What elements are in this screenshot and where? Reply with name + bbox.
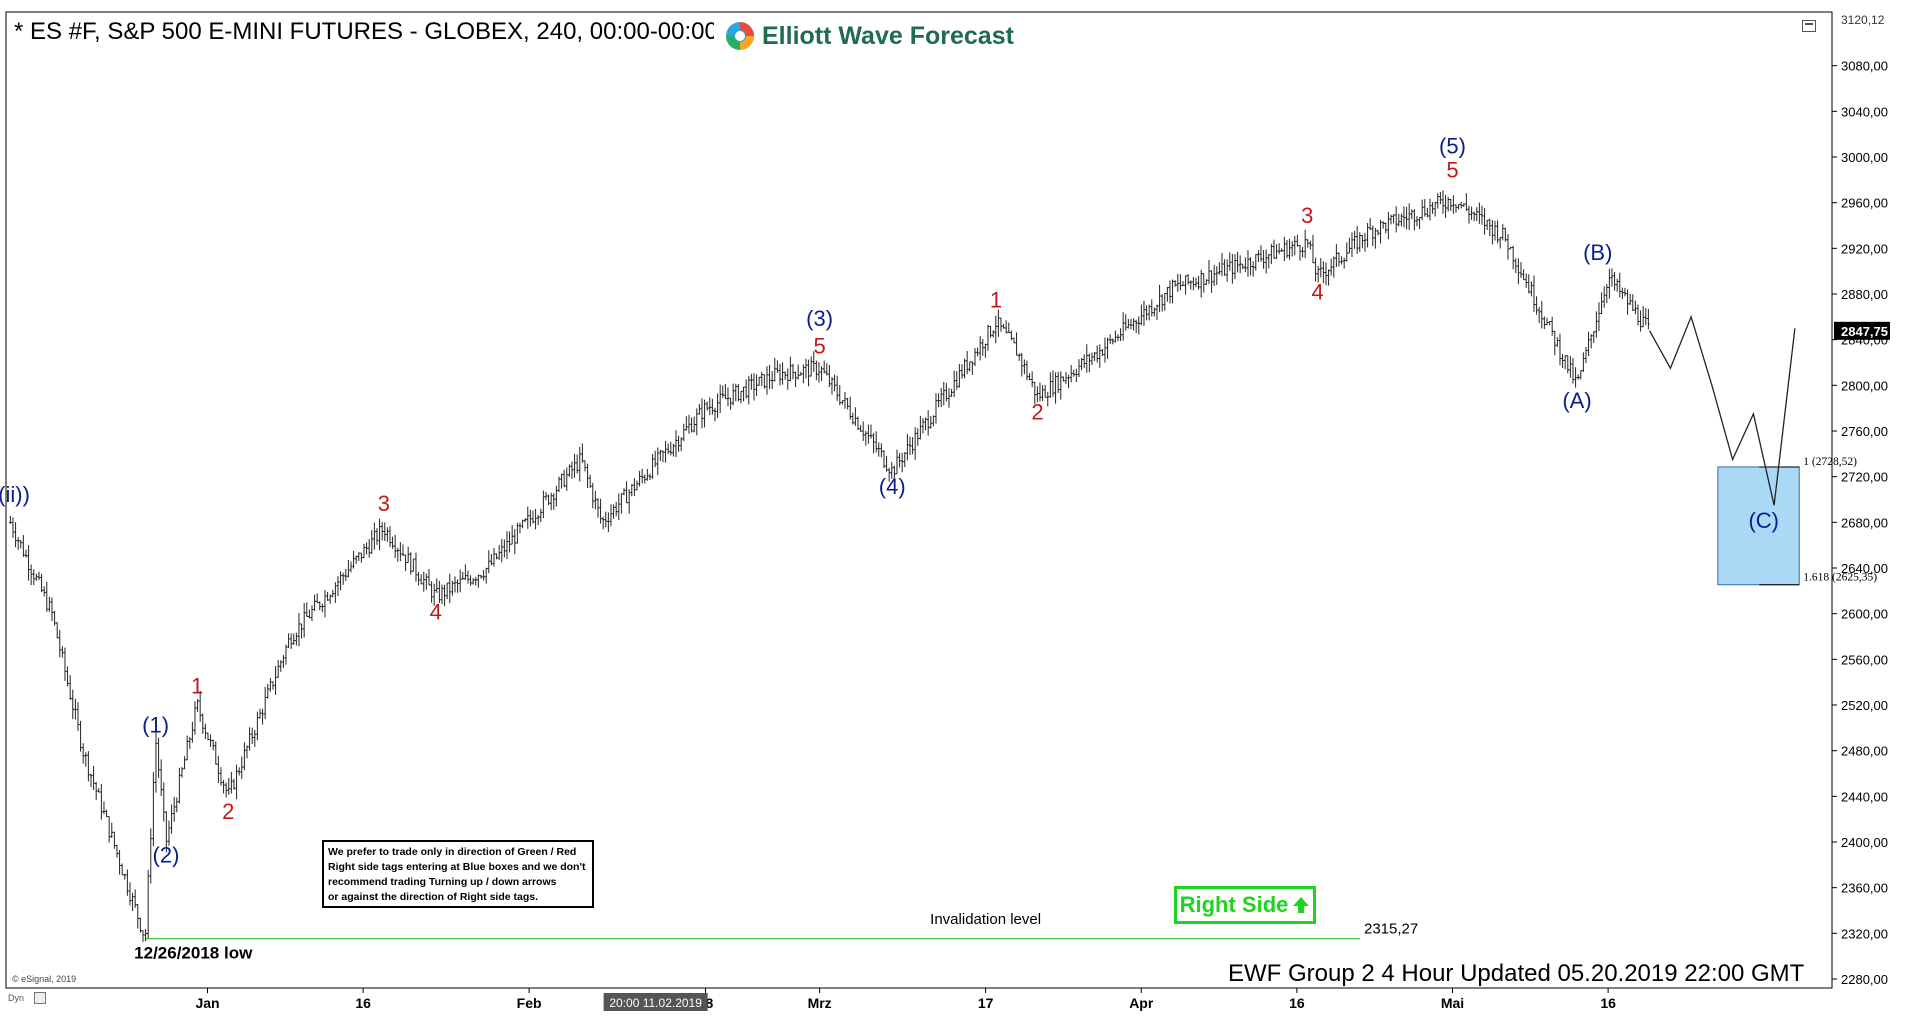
plot-frame xyxy=(5,11,1833,989)
note-line: recommend trading Turning up / down arro… xyxy=(328,876,557,888)
wave-label: 2 xyxy=(1031,400,1043,425)
target-top-label: 1 (2728,52) xyxy=(1803,456,1857,468)
chart-title: * ES #F, S&P 500 E-MINI FUTURES - GLOBEX… xyxy=(14,18,714,45)
y-tick-label: 2320,00 xyxy=(1841,926,1888,941)
dyn-toggle-icon[interactable] xyxy=(34,992,46,1004)
y-tick-label: 2760,00 xyxy=(1841,424,1888,439)
wave-label: 4 xyxy=(1312,280,1324,305)
x-tick-label: 16 xyxy=(1600,995,1616,1011)
y-tick-label: 2880,00 xyxy=(1841,287,1888,302)
window-restore-icon[interactable] xyxy=(1802,20,1816,32)
y-tick-label: 2520,00 xyxy=(1841,698,1888,713)
y-tick-label: 2560,00 xyxy=(1841,652,1888,667)
low-annotation: 12/26/2018 low xyxy=(134,943,253,962)
wave-label: 5 xyxy=(814,333,826,358)
dyn-label: Dyn xyxy=(8,993,25,1003)
wave-label: (2) xyxy=(153,843,180,868)
target-blue-box xyxy=(1717,466,1800,586)
ewf-swirl-icon xyxy=(726,22,754,50)
wave-label: 5 xyxy=(1446,158,1458,183)
wave-label: ((ii)) xyxy=(0,482,30,507)
y-tick-label: 2440,00 xyxy=(1841,789,1888,804)
x-tick-label: Jan xyxy=(195,995,219,1011)
y-tick-label: 2480,00 xyxy=(1841,744,1888,759)
x-tick-label: 16 xyxy=(1289,995,1305,1011)
copyright: © eSignal, 2019 xyxy=(12,974,77,984)
last-price-label: 2847,75 xyxy=(1841,324,1888,339)
wave-label: (B) xyxy=(1583,240,1612,265)
invalidation-value-label: 2315,27 xyxy=(1364,921,1418,938)
wave-label: 3 xyxy=(1301,203,1313,228)
wave-label: (A) xyxy=(1562,388,1591,413)
x-tick-label: Feb xyxy=(517,995,542,1011)
y-tick-label: 2280,00 xyxy=(1841,972,1888,987)
y-top-label: 3120,12 xyxy=(1841,13,1885,27)
y-tick-label: 2920,00 xyxy=(1841,241,1888,256)
wave-label: 3 xyxy=(378,491,390,516)
cursor-time-label: 20:00 11.02.2019 xyxy=(609,996,702,1010)
y-tick-label: 2680,00 xyxy=(1841,515,1888,530)
y-tick-label: 3000,00 xyxy=(1841,150,1888,165)
cursor-time-box xyxy=(603,993,708,1011)
wave-label: 1 xyxy=(990,288,1002,313)
logo: Elliott Wave Forecast xyxy=(720,20,1018,52)
x-tick-label: Mai xyxy=(1441,995,1464,1011)
y-tick-label: 2720,00 xyxy=(1841,470,1888,485)
right-side-label: Right Side xyxy=(1179,892,1289,917)
y-tick-label: 3040,00 xyxy=(1841,104,1888,119)
wave-label: 1 xyxy=(191,674,203,699)
note-line: Right side tags entering at Blue boxes a… xyxy=(328,861,586,873)
wave-label: 2 xyxy=(222,799,234,824)
x-tick-label: 17 xyxy=(978,995,994,1011)
wave-label: (4) xyxy=(879,474,906,499)
x-tick-label: Apr xyxy=(1129,995,1154,1011)
arrow-up-icon xyxy=(1293,897,1310,913)
y-tick-label: 2400,00 xyxy=(1841,835,1888,850)
wave-label: (1) xyxy=(142,712,169,737)
y-tick-label: 2800,00 xyxy=(1841,378,1888,393)
trading-note: We prefer to trade only in direction of … xyxy=(322,840,594,908)
x-tick-label: 16 xyxy=(355,995,371,1011)
wave-label: (5) xyxy=(1439,134,1466,159)
y-tick-label: 3080,00 xyxy=(1841,59,1888,74)
y-tick-label: 2640,00 xyxy=(1841,561,1888,576)
y-tick-label: 2600,00 xyxy=(1841,607,1888,622)
update-caption: EWF Group 2 4 Hour Updated 05.20.2019 22… xyxy=(1228,960,1805,987)
y-tick-label: 2360,00 xyxy=(1841,881,1888,896)
note-line: We prefer to trade only in direction of … xyxy=(328,846,577,858)
note-line: or against the direction of Right side t… xyxy=(328,891,539,903)
y-tick-label: 2960,00 xyxy=(1841,196,1888,211)
target-bottom-label: 1.618 (2625,35) xyxy=(1803,572,1877,584)
wave-label: (3) xyxy=(806,306,833,331)
x-tick-label: Mrz xyxy=(808,995,832,1011)
last-price-tag xyxy=(1834,321,1890,340)
right-side-tag: Right Side xyxy=(1174,886,1316,924)
invalidation-annotation: Invalidation level xyxy=(930,911,1041,928)
logo-text: Elliott Wave Forecast xyxy=(762,21,1014,50)
wave-label: (C) xyxy=(1748,508,1779,533)
wave-label: 4 xyxy=(430,599,442,624)
projection-path xyxy=(1649,314,1796,506)
